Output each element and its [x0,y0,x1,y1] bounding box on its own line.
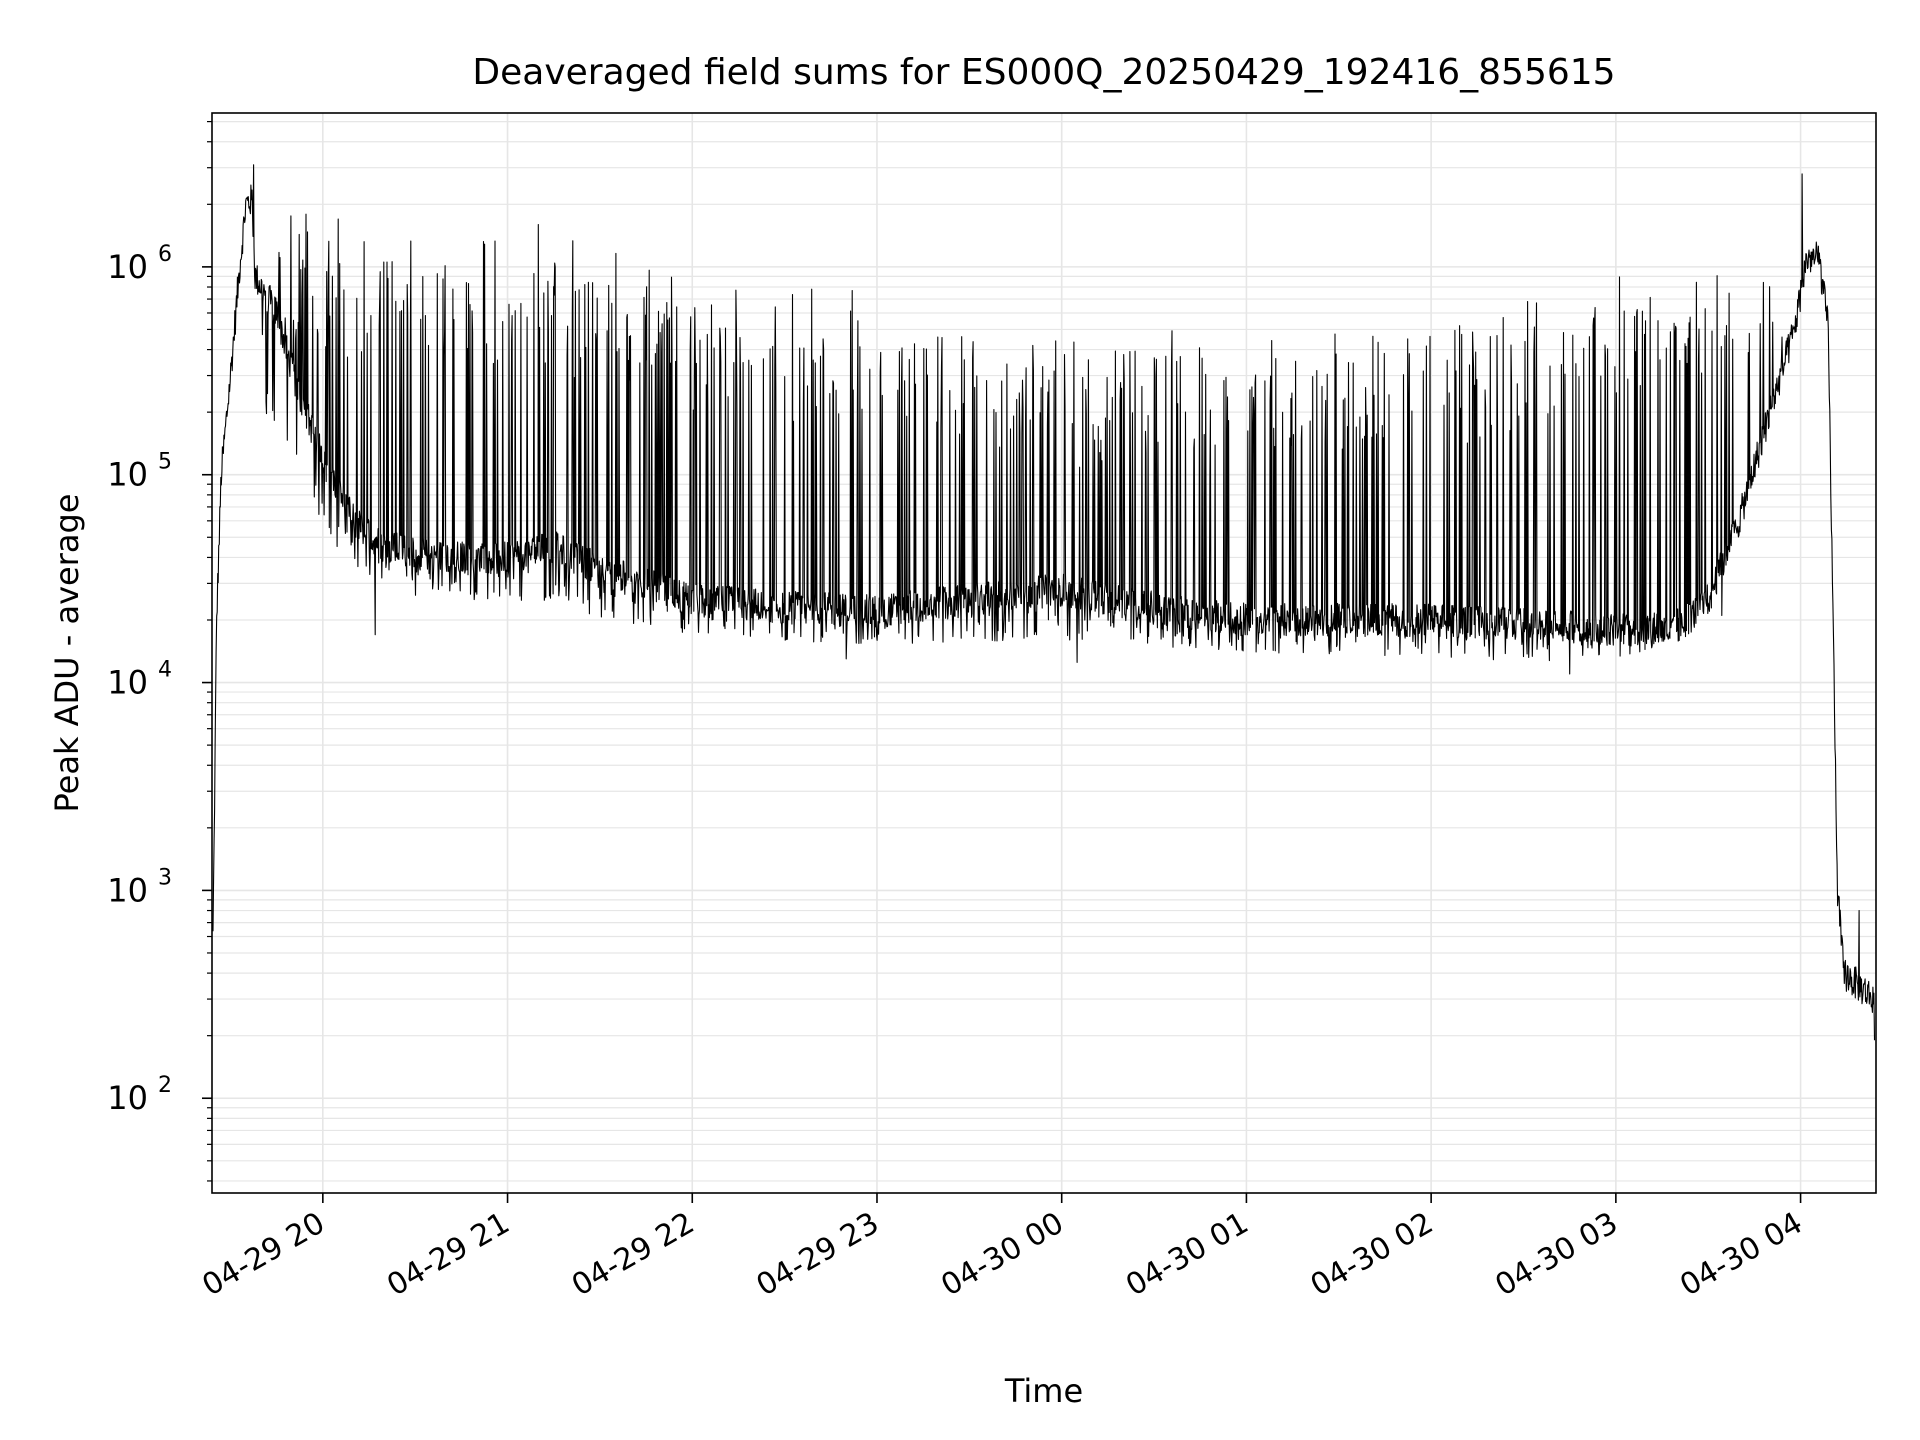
y-tick-exponent: 3 [158,865,172,890]
series-layer [212,164,1876,1041]
y-tick-label: 10 [107,664,148,702]
grid [212,113,1876,1193]
y-tick-exponent: 2 [158,1073,172,1098]
plot-frame [211,112,1877,1194]
x-axis-label: Time [1004,1372,1083,1410]
chart-title: Deaveraged field sums for ES000Q_2025042… [472,52,1615,93]
y-tick-exponent: 4 [158,658,172,683]
y-tick-label: 10 [107,248,148,286]
series-line [212,164,1876,1041]
y-axis-label: Peak ADU - average [48,494,86,813]
y-tick-label: 10 [107,456,148,494]
y-tick-exponent: 5 [158,450,172,475]
y-tick-label: 10 [107,871,148,909]
y-tick-label: 10 [107,1079,148,1117]
y-tick-exponent: 6 [158,242,172,267]
